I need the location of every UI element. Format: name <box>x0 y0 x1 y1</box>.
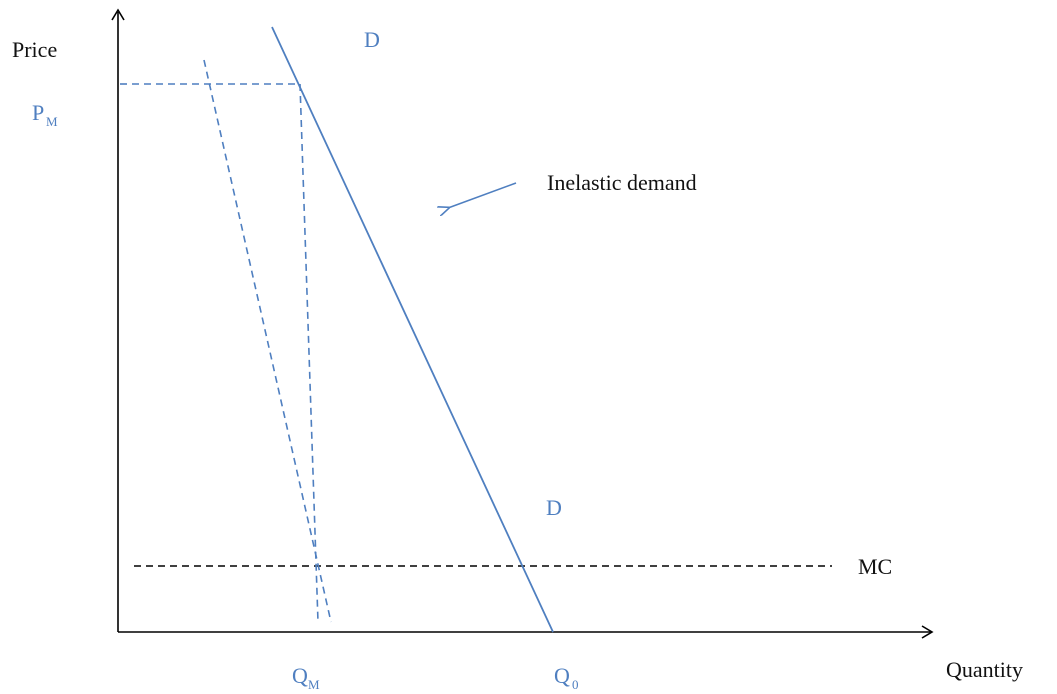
y-axis-label: Price <box>12 37 57 62</box>
demand-label-bottom: D <box>546 495 562 520</box>
svg-text:M: M <box>308 677 320 692</box>
marginal-revenue-line <box>203 59 332 623</box>
x-axis-label: Quantity <box>946 657 1023 682</box>
y-axis-arrow-icon <box>111 8 125 21</box>
demand-label-top: D <box>364 27 380 52</box>
svg-text:Q: Q <box>292 663 308 688</box>
svg-text:0: 0 <box>572 677 579 692</box>
demand-curve <box>271 26 554 633</box>
inelastic-demand-label: Inelastic demand <box>547 170 697 195</box>
qm-guide-line <box>299 83 319 623</box>
annotation-arrow <box>448 182 517 208</box>
q0-label: Q 0 <box>554 663 579 692</box>
qm-label: Q M <box>292 663 320 692</box>
x-axis-arrow-icon <box>921 625 934 639</box>
svg-text:P: P <box>32 100 44 125</box>
svg-text:Q: Q <box>554 663 570 688</box>
svg-text:M: M <box>46 114 58 129</box>
pm-label: P M <box>32 100 58 129</box>
mc-label: MC <box>858 554 892 579</box>
